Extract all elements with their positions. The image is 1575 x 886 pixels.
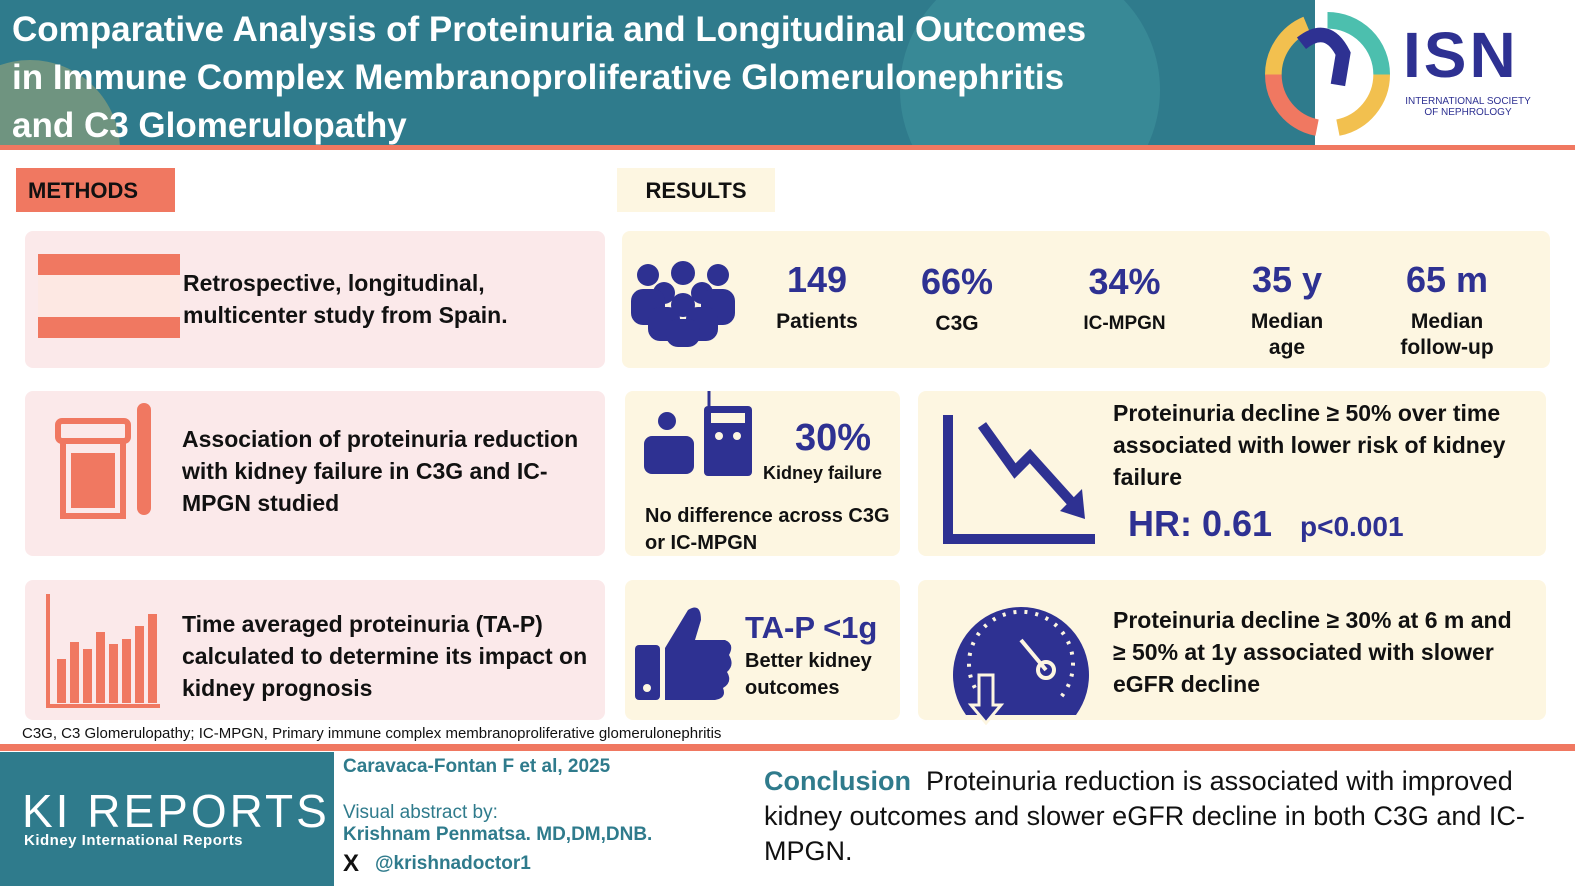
stat-icmpgn: 34% IC-MPGN [1083,261,1166,334]
isn-wordmark: ISN [1403,19,1519,91]
isn-logo-icon [1265,12,1390,136]
stat-median-age: 35 y Median age [1250,259,1324,359]
results-egfr: Proteinuria decline ≥ 30% at 6 m and ≥ 5… [918,580,1546,725]
journal-subtitle: Kidney International Reports [24,832,244,849]
divider [0,145,1575,150]
citation: Caravaca-Fontan F et al, 2025 [343,756,611,777]
visual-abstract-by: Visual abstract by: [343,802,498,823]
p-value: p<0.001 [1300,511,1404,542]
methods-text: Association of proteinuria reduction wit… [182,426,579,516]
stat-follow-up: 65 m Median follow-up [1400,259,1494,359]
conclusion-text: Proteinuria reduction is associated with… [764,766,1525,866]
hazard-ratio: HR: 0.61 [1128,503,1273,544]
methods-item-study: Retrospective, longitudinal, multicenter… [25,231,605,368]
journal-name: KI REPORTS [22,785,330,837]
page-title: Comparative Analysis of Proteinuria and … [12,10,1087,145]
methods-text: Time averaged proteinuria (TA-P) calcula… [182,611,588,701]
dialysis-icon [644,391,752,476]
header-banner: Comparative Analysis of Proteinuria and … [0,0,1315,145]
twitter-handle[interactable]: @krishnadoctor1 [375,853,531,874]
stat-c3g: 66% C3G [920,261,994,335]
results-kidney-failure: 30% Kidney failure No difference across … [625,391,900,556]
decline50-text: Proteinuria decline ≥ 50% over time asso… [1113,400,1506,490]
conclusion-label: Conclusion [764,766,911,796]
speedometer-icon [953,607,1089,725]
results-tap: TA-P <1g Better kidney outcomes [625,580,900,720]
methods-item-tap: Time averaged proteinuria (TA-P) calcula… [25,580,605,720]
egfr-text: Proteinuria decline ≥ 30% at 6 m and ≥ 5… [1113,607,1512,697]
tap-label: Better kidney outcomes [745,650,872,699]
divider [0,744,1575,751]
people-group-icon [631,261,735,347]
methods-label: METHODS [16,168,175,212]
author: Krishnam Penmatsa. MD,DM,DNB. [343,824,653,845]
urine-sample-icon [55,403,151,519]
conclusion: Conclusion Proteinuria reduction is asso… [764,764,1564,869]
kidney-failure-note: No difference across C3G or IC-MPGN [645,505,890,554]
ki-reports-logo: KI REPORTS Kidney International Reports [0,752,334,886]
results-decline50: Proteinuria decline ≥ 50% over time asso… [918,391,1546,556]
isn-subtitle: INTERNATIONAL SOCIETY OF NEPHROLOGY [1405,96,1531,118]
kidney-failure-value: 30% [795,417,872,459]
tap-value: TA-P <1g [745,610,878,645]
results-label: RESULTS [617,168,775,212]
isn-logo: ISN INTERNATIONAL SOCIETY OF NEPHROLOGY [1265,0,1575,145]
x-icon: X [343,850,360,877]
methods-item-association: Association of proteinuria reduction wit… [25,391,605,556]
kidney-failure-label: Kidney failure [763,463,883,483]
thumbs-up-icon [635,607,732,700]
stat-patients: 149 Patients [776,259,858,333]
bar-chart-icon [46,594,160,708]
methods-text: Retrospective, longitudinal, multicenter… [183,270,508,328]
declining-chart-icon [943,415,1095,544]
spain-flag-icon [38,254,180,338]
footnote: C3G, C3 Glomerulopathy; IC-MPGN, Primary… [22,725,722,742]
results-stats: 149 Patients 66% C3G 34% IC-MPGN 35 y Median… [622,231,1550,368]
